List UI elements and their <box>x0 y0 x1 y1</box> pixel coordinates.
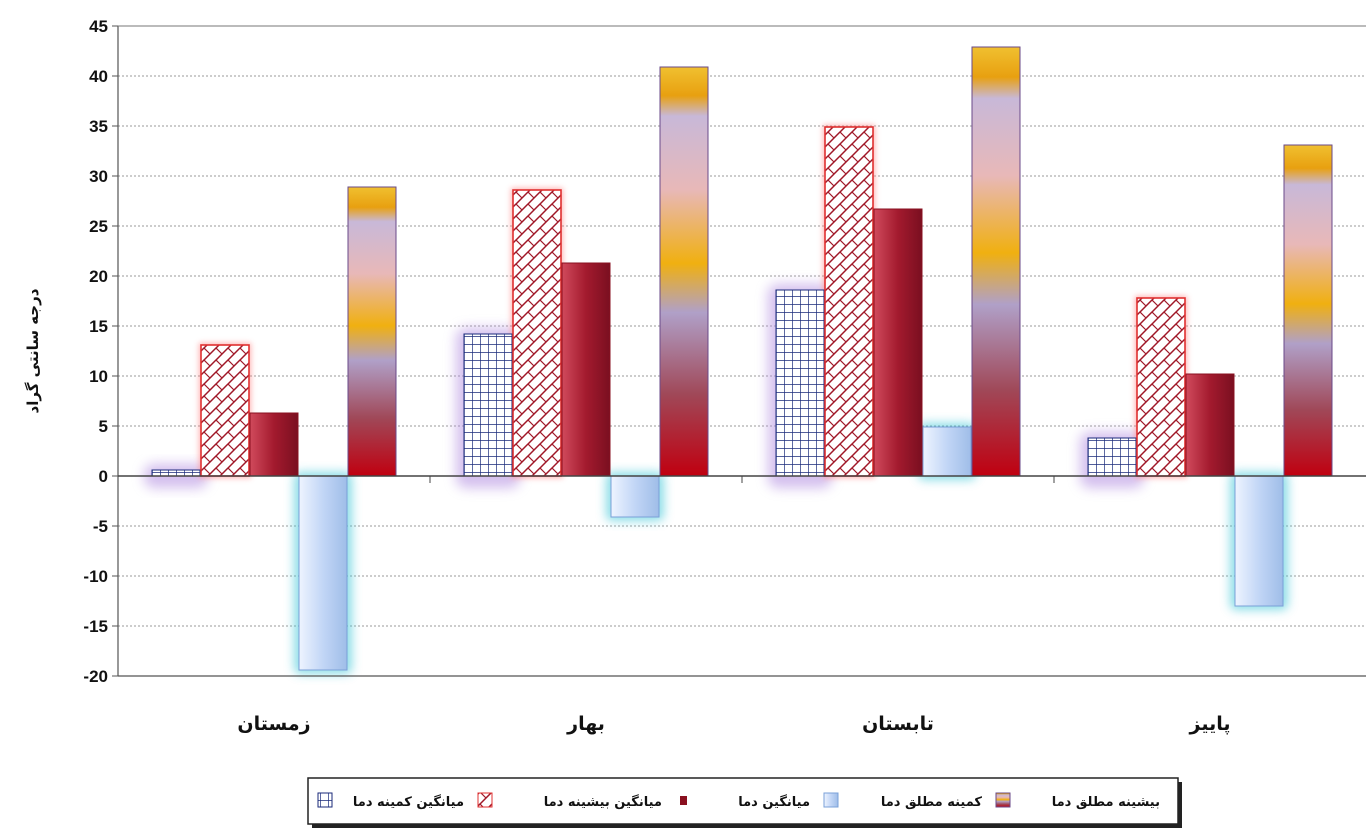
y-tick-label: 0 <box>99 467 108 486</box>
y-tick-label: 10 <box>89 367 108 386</box>
legend-swatch <box>477 792 493 808</box>
bar-abs-max-2 <box>971 46 1021 477</box>
y-tick-label: -15 <box>83 617 108 636</box>
legend-swatch <box>823 792 839 808</box>
bar-mean-3 <box>1185 373 1235 477</box>
legend-label: بیشینه مطلق دما <box>1052 795 1160 810</box>
y-tick-label: 20 <box>89 267 108 286</box>
x-tick-label: بهار <box>566 713 605 735</box>
bar-mean-min-3 <box>1087 437 1137 477</box>
bar-mean-2 <box>873 208 923 477</box>
legend-box <box>307 777 1179 825</box>
legend-swatch <box>680 796 687 805</box>
y-tick-label: 15 <box>89 317 108 336</box>
y-tick-label: -10 <box>83 567 108 586</box>
legend-label: کمینه مطلق دما <box>881 795 983 810</box>
bar-abs-max-0 <box>347 186 397 477</box>
bar-mean-1 <box>561 262 611 477</box>
y-axis-label: درجه سانتی گراد <box>24 288 42 413</box>
y-tick-label: -20 <box>83 667 108 686</box>
bar-abs-min-2 <box>922 426 972 477</box>
bar-mean-min-1 <box>463 333 513 477</box>
x-tick-label: پاییز <box>1189 713 1231 735</box>
bars <box>151 46 1333 671</box>
x-tick-label: زمستان <box>237 713 310 735</box>
legend-label: میانگین بیشینه دما <box>544 794 662 810</box>
y-tick-label: 40 <box>89 67 108 86</box>
bar-abs-min-1 <box>610 475 660 518</box>
y-tick-label: -5 <box>93 517 108 536</box>
y-tick-label: 30 <box>89 167 108 186</box>
legend-label: میانگین کمینه دما <box>353 794 464 810</box>
bar-mean-max-2 <box>824 126 874 477</box>
bar-mean-min-2 <box>775 289 825 477</box>
y-tick-label: 25 <box>89 217 108 236</box>
category-labels: زمستان بهار تابستان پاییز <box>237 713 1230 735</box>
legend-swatch <box>995 792 1011 808</box>
bar-abs-min-0 <box>298 475 348 671</box>
bar-abs-max-1 <box>659 66 709 477</box>
y-tick-label: 35 <box>89 117 108 136</box>
y-tick-label: 45 <box>89 17 108 36</box>
legend: بیشینه مطلق دما کمینه مطلق دما میانگین دما… <box>307 777 1179 825</box>
legend-swatch <box>317 792 333 808</box>
x-tick-label: تابستان <box>862 713 934 735</box>
y-tick-labels: 45 40 35 30 25 20 15 10 5 0 -5 -10 -15 -20 <box>83 17 108 686</box>
bar-mean-max-0 <box>200 344 250 477</box>
axes <box>112 25 1366 677</box>
bar-abs-max-3 <box>1283 144 1333 477</box>
legend-label: میانگین دما <box>738 794 810 810</box>
bar-mean-max-3 <box>1136 297 1186 477</box>
y-tick-label: 5 <box>99 417 108 436</box>
bar-abs-min-3 <box>1234 475 1284 607</box>
bar-mean-max-1 <box>512 189 562 477</box>
bar-mean-min-0 <box>151 469 201 477</box>
bar-mean-0 <box>249 412 299 477</box>
